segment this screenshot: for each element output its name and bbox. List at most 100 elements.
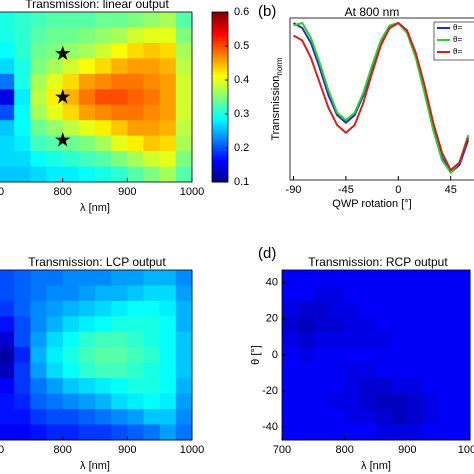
heatmap-cell bbox=[30, 166, 47, 183]
heatmap-cell bbox=[159, 89, 177, 106]
heatmap-cell bbox=[297, 362, 314, 379]
heatmap-cell bbox=[391, 316, 408, 333]
heatmap-cell bbox=[313, 362, 330, 379]
heatmap-cell bbox=[46, 424, 64, 441]
heatmap-cell bbox=[454, 331, 471, 348]
colorbar-tick-label: 0.6 bbox=[234, 6, 249, 18]
heatmap-cell bbox=[438, 378, 455, 395]
colorbar-segment bbox=[212, 176, 228, 180]
heatmap-cell bbox=[313, 347, 330, 364]
heatmap-cell bbox=[30, 89, 47, 106]
heatmap-cell bbox=[143, 73, 161, 90]
heatmap-cell bbox=[454, 409, 471, 426]
legend-label: θ= bbox=[453, 35, 462, 44]
heatmap-cell bbox=[62, 89, 80, 106]
heatmap-cell bbox=[62, 409, 80, 426]
colorbar-segment bbox=[212, 131, 228, 135]
heatmap-cell bbox=[127, 27, 144, 44]
heatmap-cell bbox=[111, 393, 128, 410]
heatmap-cell bbox=[62, 393, 80, 410]
heatmap-cell bbox=[14, 300, 31, 317]
heatmap-cell bbox=[78, 285, 96, 302]
heatmap-cell bbox=[14, 151, 31, 168]
x-tick-label: 00 bbox=[0, 444, 4, 456]
colorbar-segment bbox=[212, 122, 228, 126]
heatmap-cell bbox=[46, 347, 64, 364]
heatmap-cell bbox=[127, 362, 144, 379]
heatmap-cell bbox=[30, 151, 47, 168]
colorbar-segment bbox=[212, 125, 228, 129]
heatmap-cell bbox=[159, 300, 177, 317]
heatmap-cell bbox=[282, 409, 299, 426]
heatmap-cell bbox=[313, 331, 330, 348]
heatmap-cell bbox=[360, 316, 377, 333]
colorbar-segment bbox=[212, 111, 228, 115]
heatmap-cell bbox=[175, 424, 193, 441]
colorbar-segment bbox=[212, 102, 228, 106]
heatmap-cell bbox=[376, 362, 393, 379]
colorbar-segment bbox=[212, 142, 228, 146]
heatmap-cell bbox=[329, 409, 346, 426]
heatmap-cell bbox=[127, 104, 144, 121]
heatmap-cell bbox=[95, 151, 112, 168]
colorbar-segment bbox=[212, 165, 228, 169]
heatmap-cell bbox=[46, 300, 64, 317]
heatmap-cell bbox=[0, 135, 15, 152]
heatmap-cell bbox=[14, 362, 31, 379]
heatmap-cell bbox=[159, 166, 177, 183]
heatmap-cell bbox=[62, 120, 80, 137]
heatmap-cell bbox=[14, 73, 31, 90]
colorbar-segment bbox=[212, 108, 228, 112]
heatmap-cell bbox=[46, 166, 64, 183]
x-axis-label: λ [nm] bbox=[361, 460, 391, 472]
heatmap-cell bbox=[95, 285, 112, 302]
heatmap-cell bbox=[407, 362, 424, 379]
y-axis-label-main: Transmission bbox=[270, 76, 282, 141]
heatmap-cell bbox=[78, 378, 96, 395]
heatmap-cell bbox=[127, 424, 144, 441]
x-tick-label: 900 bbox=[118, 444, 136, 456]
y-axis-label: Transmissionnorm bbox=[270, 57, 284, 141]
heatmap-cell bbox=[127, 58, 144, 75]
heatmap-cell bbox=[62, 331, 80, 348]
heatmap-cell bbox=[30, 27, 47, 44]
heatmap-cell bbox=[46, 151, 64, 168]
colorbar-segment bbox=[212, 31, 228, 36]
heatmap-cell bbox=[30, 12, 47, 28]
heatmap-cell bbox=[159, 409, 177, 426]
legend-label: θ= bbox=[453, 23, 462, 32]
heatmap-cell bbox=[111, 285, 128, 302]
heatmap-cell bbox=[376, 316, 393, 333]
heatmap-cell bbox=[0, 378, 15, 395]
heatmap-cell bbox=[111, 316, 128, 333]
x-tick-label: 900 bbox=[398, 444, 416, 456]
heatmap-cell bbox=[14, 409, 31, 426]
heatmap-cell bbox=[454, 393, 471, 410]
colorbar-segment bbox=[212, 85, 228, 89]
heatmap-cell bbox=[313, 393, 330, 410]
colorbar-segment bbox=[212, 46, 228, 50]
heatmap-cell bbox=[344, 285, 361, 302]
heatmap-cell bbox=[329, 347, 346, 364]
heatmap-cell bbox=[78, 347, 96, 364]
heatmap-cell bbox=[30, 135, 47, 152]
heatmap-cell bbox=[14, 135, 31, 152]
heatmap-cell bbox=[0, 27, 15, 44]
y-tick-label: -40 bbox=[262, 421, 278, 433]
colorbar-segment bbox=[212, 23, 228, 27]
heatmap-cell bbox=[127, 12, 144, 28]
heatmap-cell bbox=[95, 89, 112, 106]
heatmap-cell bbox=[30, 285, 47, 302]
colorbar-segment bbox=[212, 173, 228, 177]
heatmap-cell bbox=[329, 331, 346, 348]
heatmap-cell bbox=[78, 316, 96, 333]
heatmap-cell bbox=[127, 73, 144, 90]
heatmap-cell bbox=[329, 270, 346, 286]
colorbar-frame bbox=[211, 11, 229, 183]
heatmap-cell bbox=[30, 424, 47, 441]
heatmap-cell bbox=[14, 89, 31, 106]
heatmap-cell bbox=[175, 378, 193, 395]
heatmap-cell bbox=[344, 378, 361, 395]
colorbar-segment bbox=[212, 99, 228, 104]
heatmap-cell bbox=[391, 285, 408, 302]
